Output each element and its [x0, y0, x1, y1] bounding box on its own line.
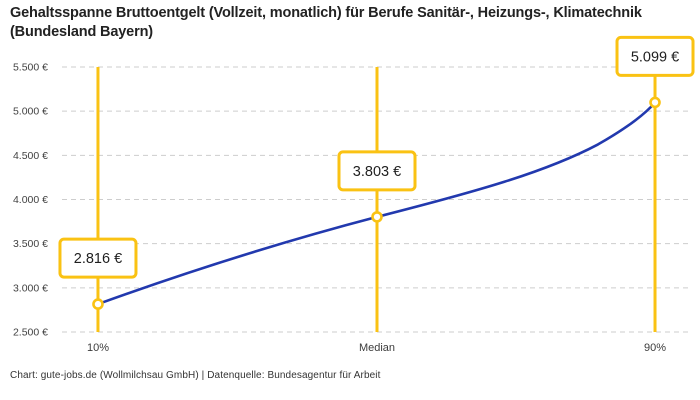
x-axis-tick-label: Median	[359, 342, 395, 354]
y-axis-tick-label: 4.500 €	[13, 150, 48, 162]
y-axis-tick-label: 3.000 €	[13, 282, 48, 294]
y-axis-tick-label: 2.500 €	[13, 327, 48, 339]
value-callout-box	[58, 237, 138, 279]
y-axis-tick-label: 5.000 €	[13, 106, 48, 118]
y-axis-tick-label: 5.500 €	[13, 62, 48, 74]
value-callout-label: 2.816 €	[74, 251, 122, 267]
data-point-marker	[92, 298, 104, 310]
y-axis-tick-label: 3.500 €	[13, 238, 48, 250]
salary-curve	[96, 101, 657, 306]
data-point-marker	[371, 211, 383, 223]
chart-credit: Chart: gute-jobs.de (Wollmilchsau GmbH) …	[10, 370, 381, 381]
data-point-marker	[649, 96, 661, 109]
y-axis-tick-label: 4.000 €	[13, 194, 48, 206]
x-axis-tick-label: 90%	[644, 342, 666, 354]
value-callout-label: 5.099 €	[631, 49, 679, 65]
value-callout-box	[615, 35, 695, 77]
value-callout-label: 3.803 €	[353, 164, 401, 180]
chart-title: Gehaltsspanne Bruttoentgelt (Vollzeit, m…	[10, 5, 642, 41]
value-callout-box	[337, 150, 417, 192]
x-axis-tick-label: 10%	[87, 342, 109, 354]
